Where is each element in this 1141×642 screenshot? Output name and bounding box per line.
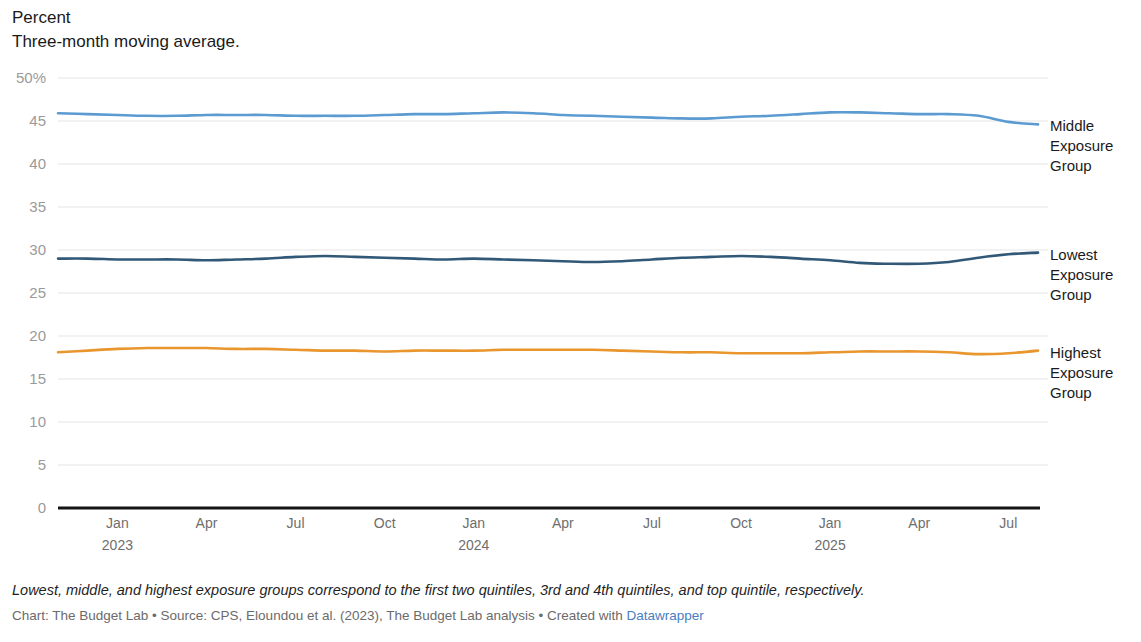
line-chart-svg: 05101520253035404550%Jan2023AprJulOctJan… — [0, 60, 1141, 575]
y-axis-tick-label: 35 — [29, 198, 46, 215]
series-line-lowest-exposure-group — [58, 253, 1038, 264]
y-axis-tick-label: 30 — [29, 241, 46, 258]
series-line-highest-exposure-group — [58, 348, 1038, 354]
x-axis-tick-label: Jul — [643, 515, 661, 531]
y-axis-tick-label: 5 — [38, 456, 46, 473]
x-axis-tick-label: Oct — [374, 515, 396, 531]
y-axis-tick-label: 10 — [29, 413, 46, 430]
x-axis-tick-label: Jan — [462, 515, 485, 531]
x-axis-tick-label: Oct — [730, 515, 752, 531]
series-line-middle-exposure-group — [58, 112, 1038, 124]
datawrapper-link[interactable]: Datawrapper — [627, 608, 704, 623]
chart-page: Percent Three-month moving average. 0 5 10… — [0, 0, 1141, 642]
y-axis-tick-label: 45 — [29, 112, 46, 129]
series-label-middle-exposure-group: Middle Exposure Group — [1050, 116, 1140, 176]
chart-header: Percent Three-month moving average. — [12, 6, 240, 54]
x-axis-tick-label: Apr — [552, 515, 574, 531]
x-axis-tick-label: Jan — [106, 515, 129, 531]
series-label-lowest-exposure-group: Lowest Exposure Group — [1050, 245, 1140, 305]
credit-text: Chart: The Budget Lab • Source: CPS, Elo… — [12, 608, 627, 623]
chart-subtitle: Three-month moving average. — [12, 30, 240, 54]
y-axis-tick-label: 20 — [29, 327, 46, 344]
x-axis-tick-label: Apr — [908, 515, 930, 531]
footnote: Lowest, middle, and highest exposure gro… — [12, 580, 1129, 600]
credit-line: Chart: The Budget Lab • Source: CPS, Elo… — [12, 607, 1129, 625]
x-axis-tick-label: Jul — [999, 515, 1017, 531]
chart-footer: Lowest, middle, and highest exposure gro… — [12, 580, 1129, 625]
y-axis-tick-label: 25 — [29, 284, 46, 301]
y-axis-tick-label: 0 — [38, 499, 46, 516]
chart-title: Percent — [12, 6, 240, 30]
x-axis-year-label: 2025 — [815, 537, 846, 553]
y-axis-tick-label: 50% — [16, 69, 46, 86]
x-axis-year-label: 2023 — [102, 537, 133, 553]
y-axis-tick-label: 40 — [29, 155, 46, 172]
x-axis-tick-label: Jan — [819, 515, 842, 531]
series-label-highest-exposure-group: Highest Exposure Group — [1050, 343, 1140, 403]
x-axis-tick-label: Jul — [287, 515, 305, 531]
x-axis-tick-label: Apr — [196, 515, 218, 531]
x-axis-year-label: 2024 — [458, 537, 489, 553]
chart-area: 05101520253035404550%Jan2023AprJulOctJan… — [0, 60, 1141, 575]
y-axis-tick-label: 15 — [29, 370, 46, 387]
